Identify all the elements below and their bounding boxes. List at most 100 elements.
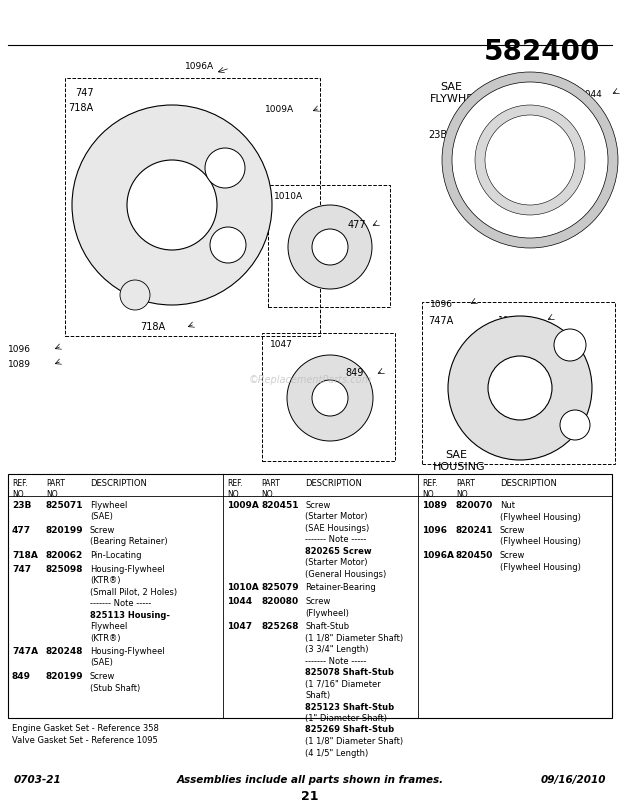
Circle shape xyxy=(448,316,592,460)
Text: (Bearing Retainer): (Bearing Retainer) xyxy=(90,537,167,546)
Text: 1009A: 1009A xyxy=(227,501,259,510)
Text: 747A: 747A xyxy=(428,316,453,326)
Text: REF.
NO.: REF. NO. xyxy=(227,479,242,499)
Text: (SAE): (SAE) xyxy=(90,512,113,521)
Bar xyxy=(268,185,390,307)
Text: 718A: 718A xyxy=(12,551,38,560)
Text: (Flywheel): (Flywheel) xyxy=(305,609,349,618)
Text: 718A: 718A xyxy=(140,322,165,332)
Text: (1 1/8" Diameter Shaft): (1 1/8" Diameter Shaft) xyxy=(305,634,403,642)
Circle shape xyxy=(452,82,608,238)
Text: Shaft-Stub: Shaft-Stub xyxy=(305,622,349,631)
Text: ------- Note -----: ------- Note ----- xyxy=(305,657,366,666)
Text: Housing-Flywheel: Housing-Flywheel xyxy=(90,647,165,656)
Text: Shaft): Shaft) xyxy=(305,691,330,700)
Text: Screw: Screw xyxy=(90,672,115,681)
Text: 1010A: 1010A xyxy=(227,584,259,593)
Text: Engine Gasket Set - Reference 358: Engine Gasket Set - Reference 358 xyxy=(12,724,159,733)
Text: Retainer-Bearing: Retainer-Bearing xyxy=(305,584,376,593)
Text: (1" Diameter Shaft): (1" Diameter Shaft) xyxy=(305,714,387,723)
Text: (KTR®): (KTR®) xyxy=(90,634,120,642)
Text: 1009A: 1009A xyxy=(265,105,294,114)
Text: (3 3/4" Length): (3 3/4" Length) xyxy=(305,645,368,654)
Circle shape xyxy=(205,148,245,188)
Text: 718A: 718A xyxy=(68,103,93,113)
Circle shape xyxy=(312,380,348,416)
Text: 825269 Shaft-Stub: 825269 Shaft-Stub xyxy=(305,726,394,735)
Circle shape xyxy=(312,229,348,265)
Text: SAE: SAE xyxy=(445,450,467,460)
Text: Screw: Screw xyxy=(500,526,525,535)
Text: 820451: 820451 xyxy=(261,501,298,510)
Text: 820062: 820062 xyxy=(46,551,83,560)
Text: 23B: 23B xyxy=(428,130,447,140)
Bar xyxy=(65,78,320,336)
Text: DESCRIPTION: DESCRIPTION xyxy=(500,479,557,488)
Text: Screw: Screw xyxy=(305,501,330,510)
Text: 1096A: 1096A xyxy=(185,62,214,71)
Text: 1009A: 1009A xyxy=(498,316,527,325)
Text: 1089: 1089 xyxy=(422,501,447,510)
Text: Assemblies include all parts shown in frames.: Assemblies include all parts shown in fr… xyxy=(177,775,443,785)
Text: ©ReplacementParts.com: ©ReplacementParts.com xyxy=(249,375,371,385)
Text: (4 1/5" Length): (4 1/5" Length) xyxy=(305,748,368,758)
Text: Flywheel: Flywheel xyxy=(90,622,127,631)
Text: 477: 477 xyxy=(12,526,31,535)
Text: 1010A: 1010A xyxy=(274,192,303,201)
Text: 1096: 1096 xyxy=(422,526,447,535)
Circle shape xyxy=(488,356,552,420)
Text: (Starter Motor): (Starter Motor) xyxy=(305,512,368,521)
Text: Nut: Nut xyxy=(500,501,515,510)
Circle shape xyxy=(288,205,372,289)
Text: 23B: 23B xyxy=(12,501,32,510)
Text: 820241: 820241 xyxy=(456,526,494,535)
Text: 820080: 820080 xyxy=(261,597,298,606)
Text: (SAE Housings): (SAE Housings) xyxy=(305,524,370,533)
Circle shape xyxy=(500,130,560,190)
Text: (Flywheel Housing): (Flywheel Housing) xyxy=(500,562,581,572)
Text: 1096A: 1096A xyxy=(422,551,454,560)
Text: PART
NO.: PART NO. xyxy=(46,479,65,499)
Text: Screw: Screw xyxy=(90,526,115,535)
Text: PART
NO.: PART NO. xyxy=(456,479,475,499)
Text: 1044: 1044 xyxy=(227,597,252,606)
Circle shape xyxy=(120,280,150,310)
Text: 1047: 1047 xyxy=(227,622,252,631)
Text: 825071: 825071 xyxy=(46,501,84,510)
Text: ------- Note -----: ------- Note ----- xyxy=(305,536,366,545)
Text: 1096: 1096 xyxy=(8,345,31,354)
Text: 825268: 825268 xyxy=(261,622,298,631)
Text: Valve Gasket Set - Reference 1095: Valve Gasket Set - Reference 1095 xyxy=(12,736,157,745)
Circle shape xyxy=(287,355,373,441)
Text: (Small Pilot, 2 Holes): (Small Pilot, 2 Holes) xyxy=(90,588,177,597)
Text: REF.
NO.: REF. NO. xyxy=(422,479,438,499)
Text: 825098: 825098 xyxy=(46,565,84,573)
Text: 09/16/2010: 09/16/2010 xyxy=(541,775,606,785)
Text: 1089: 1089 xyxy=(8,360,31,369)
Text: 1047: 1047 xyxy=(270,340,293,349)
Text: (KTR®): (KTR®) xyxy=(90,576,120,585)
Circle shape xyxy=(475,105,585,215)
Text: 0703-21: 0703-21 xyxy=(14,775,62,785)
Text: 747: 747 xyxy=(12,565,31,573)
Text: 1044: 1044 xyxy=(580,90,603,99)
Text: DESCRIPTION: DESCRIPTION xyxy=(90,479,147,488)
Text: (Flywheel Housing): (Flywheel Housing) xyxy=(500,512,581,521)
Text: 820248: 820248 xyxy=(46,647,84,656)
Text: 747: 747 xyxy=(75,88,94,98)
Text: (General Housings): (General Housings) xyxy=(305,570,386,579)
Circle shape xyxy=(485,115,575,205)
Bar xyxy=(422,302,615,464)
Text: Housing-Flywheel: Housing-Flywheel xyxy=(90,565,165,573)
Text: 820265 Screw: 820265 Screw xyxy=(305,547,371,556)
Text: 582400: 582400 xyxy=(484,38,600,66)
Text: 849: 849 xyxy=(12,672,31,681)
Text: REF.
NO.: REF. NO. xyxy=(12,479,28,499)
Text: (1 7/16" Diameter: (1 7/16" Diameter xyxy=(305,679,381,688)
Text: Screw: Screw xyxy=(500,551,525,560)
Text: 820450: 820450 xyxy=(456,551,494,560)
Circle shape xyxy=(554,329,586,361)
Text: 825078 Shaft-Stub: 825078 Shaft-Stub xyxy=(305,668,394,677)
Text: 1096: 1096 xyxy=(430,300,453,309)
Text: Screw: Screw xyxy=(305,597,330,606)
